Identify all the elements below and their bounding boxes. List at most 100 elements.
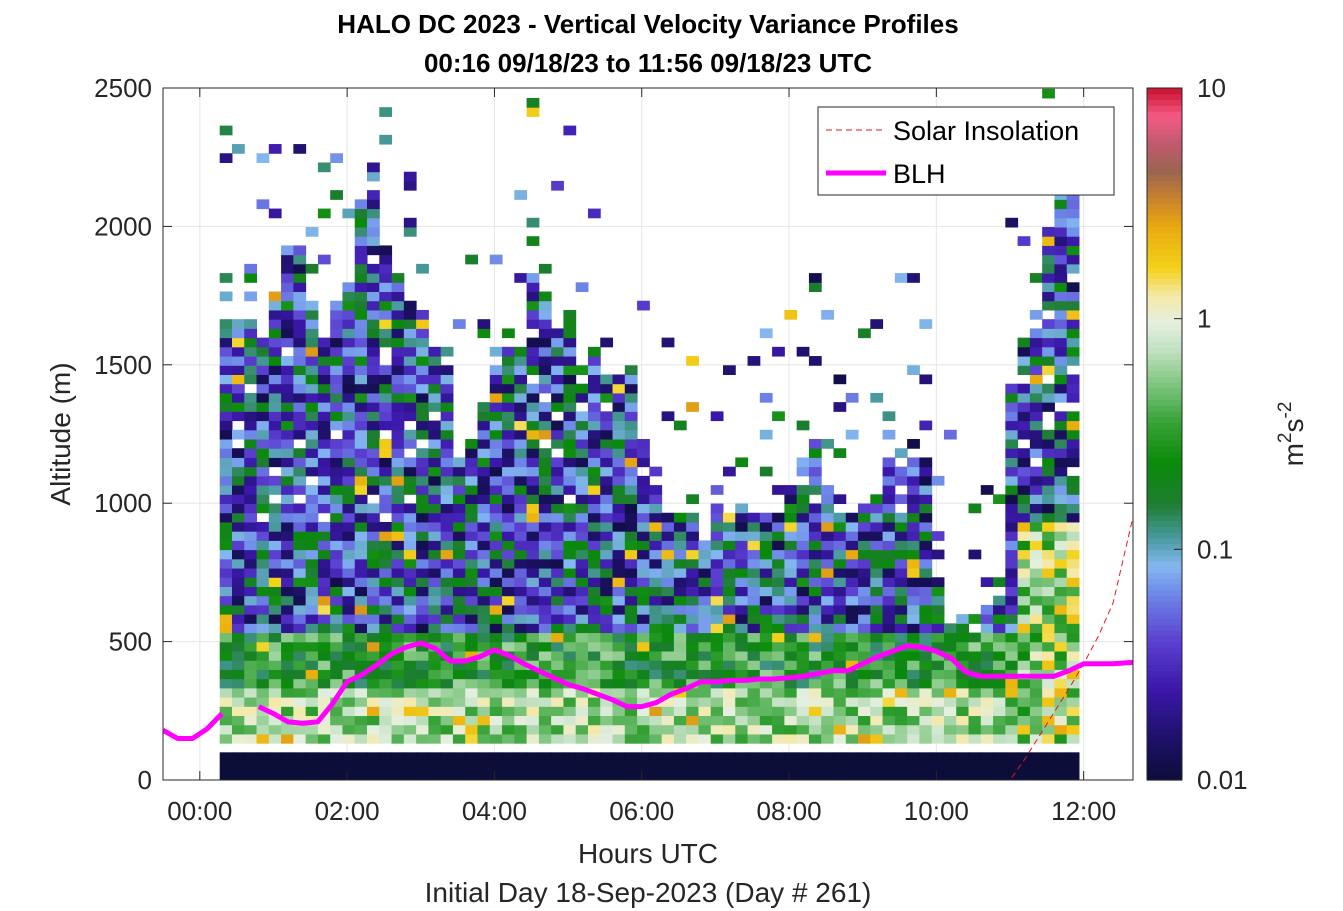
heatmap-cell: [428, 448, 442, 458]
heatmap-cell: [219, 733, 233, 744]
heatmap-cell: [821, 521, 834, 532]
heatmap-cell: [698, 614, 712, 624]
heatmap-cell: [858, 715, 871, 726]
heatmap-cell: [612, 374, 626, 385]
heatmap-cell: [882, 651, 896, 661]
heatmap-cell: [305, 374, 319, 385]
colorbar-segment: [1147, 88, 1182, 95]
heatmap-cell: [907, 687, 920, 698]
heatmap-cell: [1017, 715, 1031, 726]
heatmap-cell: [538, 291, 552, 302]
heatmap-cell: [489, 678, 503, 689]
heatmap-cell: [231, 614, 245, 624]
heatmap-cell: [858, 632, 871, 643]
heatmap-cell: [551, 346, 564, 357]
colorbar-segment: [1147, 335, 1182, 343]
heatmap-cell: [354, 365, 368, 375]
heatmap-cell: [317, 678, 331, 689]
heatmap-cell: [489, 577, 503, 587]
heatmap-cell: [538, 374, 552, 385]
heatmap-cell: [808, 614, 822, 624]
heatmap-cell: [219, 503, 233, 514]
heatmap-cell: [256, 531, 270, 541]
heatmap-cell: [231, 604, 245, 615]
heatmap-cell: [244, 706, 258, 717]
heatmap-cell: [1042, 706, 1055, 717]
heatmap-cell: [342, 623, 356, 634]
heatmap-cell: [538, 687, 552, 698]
heatmap-cell: [980, 752, 994, 780]
heatmap-cell: [416, 309, 429, 320]
colorbar-segment: [1147, 399, 1182, 406]
heatmap-cell: [1066, 383, 1080, 394]
heatmap-cell: [686, 623, 699, 634]
heatmap-cell: [661, 724, 675, 735]
colorbar-tick-label-3: 10: [1197, 73, 1226, 103]
heatmap-cell: [575, 448, 589, 458]
heatmap-cell: [1054, 291, 1068, 302]
heatmap-cell: [342, 549, 356, 560]
heatmap-cell: [391, 724, 405, 735]
heatmap-cell: [489, 604, 503, 615]
heatmap-cell: [858, 558, 871, 569]
heatmap-cell: [673, 660, 687, 670]
colorbar-tick-label-2: 1: [1197, 304, 1211, 334]
heatmap-cell: [931, 669, 945, 680]
heatmap-cell: [698, 577, 712, 587]
heatmap-cell: [256, 494, 270, 505]
heatmap-cell: [367, 521, 380, 532]
heatmap-cell: [637, 706, 650, 717]
colorbar-segment: [1147, 111, 1182, 118]
heatmap-cell: [907, 678, 920, 689]
heatmap-cell: [367, 392, 380, 403]
heatmap-cell: [956, 752, 970, 780]
heatmap-cell: [1017, 651, 1031, 661]
heatmap-cell: [342, 420, 356, 431]
heatmap-cell: [907, 577, 920, 587]
heatmap-cell: [784, 604, 798, 615]
heatmap-cell: [710, 540, 724, 551]
heatmap-cell: [403, 485, 417, 495]
heatmap-cell: [502, 448, 515, 458]
heatmap-cell: [416, 448, 429, 458]
heatmap-cell: [1066, 568, 1080, 578]
heatmap-cell: [563, 604, 577, 615]
heatmap-cell: [452, 641, 466, 652]
colorbar-segment: [1147, 237, 1182, 245]
heatmap-cell: [416, 402, 429, 412]
heatmap-cell: [465, 641, 478, 652]
heatmap-cell: [931, 595, 945, 606]
heatmap-cell: [379, 392, 393, 403]
heatmap-cell: [723, 651, 736, 661]
heatmap-cell: [624, 697, 638, 707]
heatmap-cell: [1005, 420, 1019, 431]
heatmap-cell: [587, 540, 601, 551]
heatmap-cell: [1017, 540, 1031, 551]
heatmap-cell: [281, 752, 294, 780]
heatmap-cell: [489, 383, 503, 394]
heatmap-cell: [919, 420, 933, 431]
heatmap-cell: [1029, 614, 1043, 624]
heatmap-cell: [907, 273, 920, 283]
heatmap-cell: [244, 752, 258, 780]
heatmap-cell: [1017, 687, 1031, 698]
heatmap-cell: [403, 217, 417, 228]
heatmap-cell: [477, 752, 491, 780]
heatmap-cell: [833, 660, 847, 670]
heatmap-cell: [1005, 586, 1019, 597]
heatmap-cell: [305, 586, 319, 597]
heatmap-cell: [1066, 282, 1080, 293]
heatmap-cell: [600, 494, 614, 505]
heatmap-cell: [317, 448, 331, 458]
heatmap-cell: [882, 503, 896, 514]
heatmap-cell: [526, 503, 540, 514]
heatmap-cell: [268, 392, 282, 403]
heatmap-cell: [759, 549, 773, 560]
heatmap-cell: [673, 586, 687, 597]
heatmap-cell: [342, 651, 356, 661]
heatmap-cell: [784, 577, 798, 587]
heatmap-cell: [575, 604, 589, 615]
heatmap-cell: [735, 595, 749, 606]
heatmap-cell: [882, 604, 896, 615]
colorbar-segment: [1147, 162, 1182, 170]
